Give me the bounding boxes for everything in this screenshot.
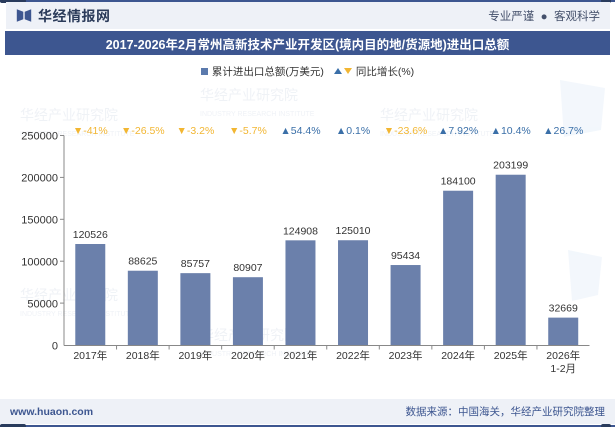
svg-text:▲10.4%: ▲10.4% bbox=[491, 125, 531, 137]
svg-text:2017年: 2017年 bbox=[73, 349, 107, 362]
svg-text:2021年: 2021年 bbox=[284, 349, 318, 362]
svg-text:2022年: 2022年 bbox=[336, 349, 370, 362]
svg-text:150000: 150000 bbox=[21, 215, 58, 227]
svg-text:184100: 184100 bbox=[441, 176, 476, 188]
svg-text:120526: 120526 bbox=[73, 229, 108, 241]
svg-text:2019年: 2019年 bbox=[178, 349, 212, 362]
svg-text:▼-23.6%: ▼-23.6% bbox=[384, 125, 428, 137]
svg-text:▼-41%: ▼-41% bbox=[73, 125, 108, 137]
svg-text:203199: 203199 bbox=[493, 160, 528, 172]
svg-text:200000: 200000 bbox=[21, 173, 58, 185]
svg-text:125010: 125010 bbox=[335, 225, 370, 237]
svg-text:0: 0 bbox=[52, 341, 58, 353]
svg-text:▼-26.5%: ▼-26.5% bbox=[121, 125, 165, 137]
svg-text:▲0.1%: ▲0.1% bbox=[336, 125, 370, 137]
svg-text:85757: 85757 bbox=[181, 258, 210, 270]
svg-text:▲54.4%: ▲54.4% bbox=[280, 125, 320, 137]
svg-text:▲26.7%: ▲26.7% bbox=[543, 125, 583, 137]
svg-text:2025年: 2025年 bbox=[494, 349, 528, 362]
svg-text:95434: 95434 bbox=[391, 250, 420, 262]
svg-text:2024年: 2024年 bbox=[441, 349, 475, 362]
svg-text:▼-5.7%: ▼-5.7% bbox=[229, 125, 267, 137]
svg-text:50000: 50000 bbox=[27, 299, 58, 311]
svg-text:32669: 32669 bbox=[549, 303, 578, 315]
svg-text:100000: 100000 bbox=[21, 257, 58, 269]
svg-text:124908: 124908 bbox=[283, 225, 318, 237]
svg-text:2023年: 2023年 bbox=[389, 349, 423, 362]
svg-text:88625: 88625 bbox=[128, 256, 157, 268]
svg-text:1-2月: 1-2月 bbox=[550, 363, 576, 375]
svg-text:80907: 80907 bbox=[233, 262, 262, 274]
svg-text:▼-3.2%: ▼-3.2% bbox=[176, 125, 214, 137]
svg-text:2018年: 2018年 bbox=[126, 349, 160, 362]
svg-text:250000: 250000 bbox=[21, 131, 58, 143]
svg-text:▲7.92%: ▲7.92% bbox=[438, 125, 478, 137]
svg-text:2020年: 2020年 bbox=[231, 349, 265, 362]
svg-text:2026年: 2026年 bbox=[546, 349, 580, 362]
